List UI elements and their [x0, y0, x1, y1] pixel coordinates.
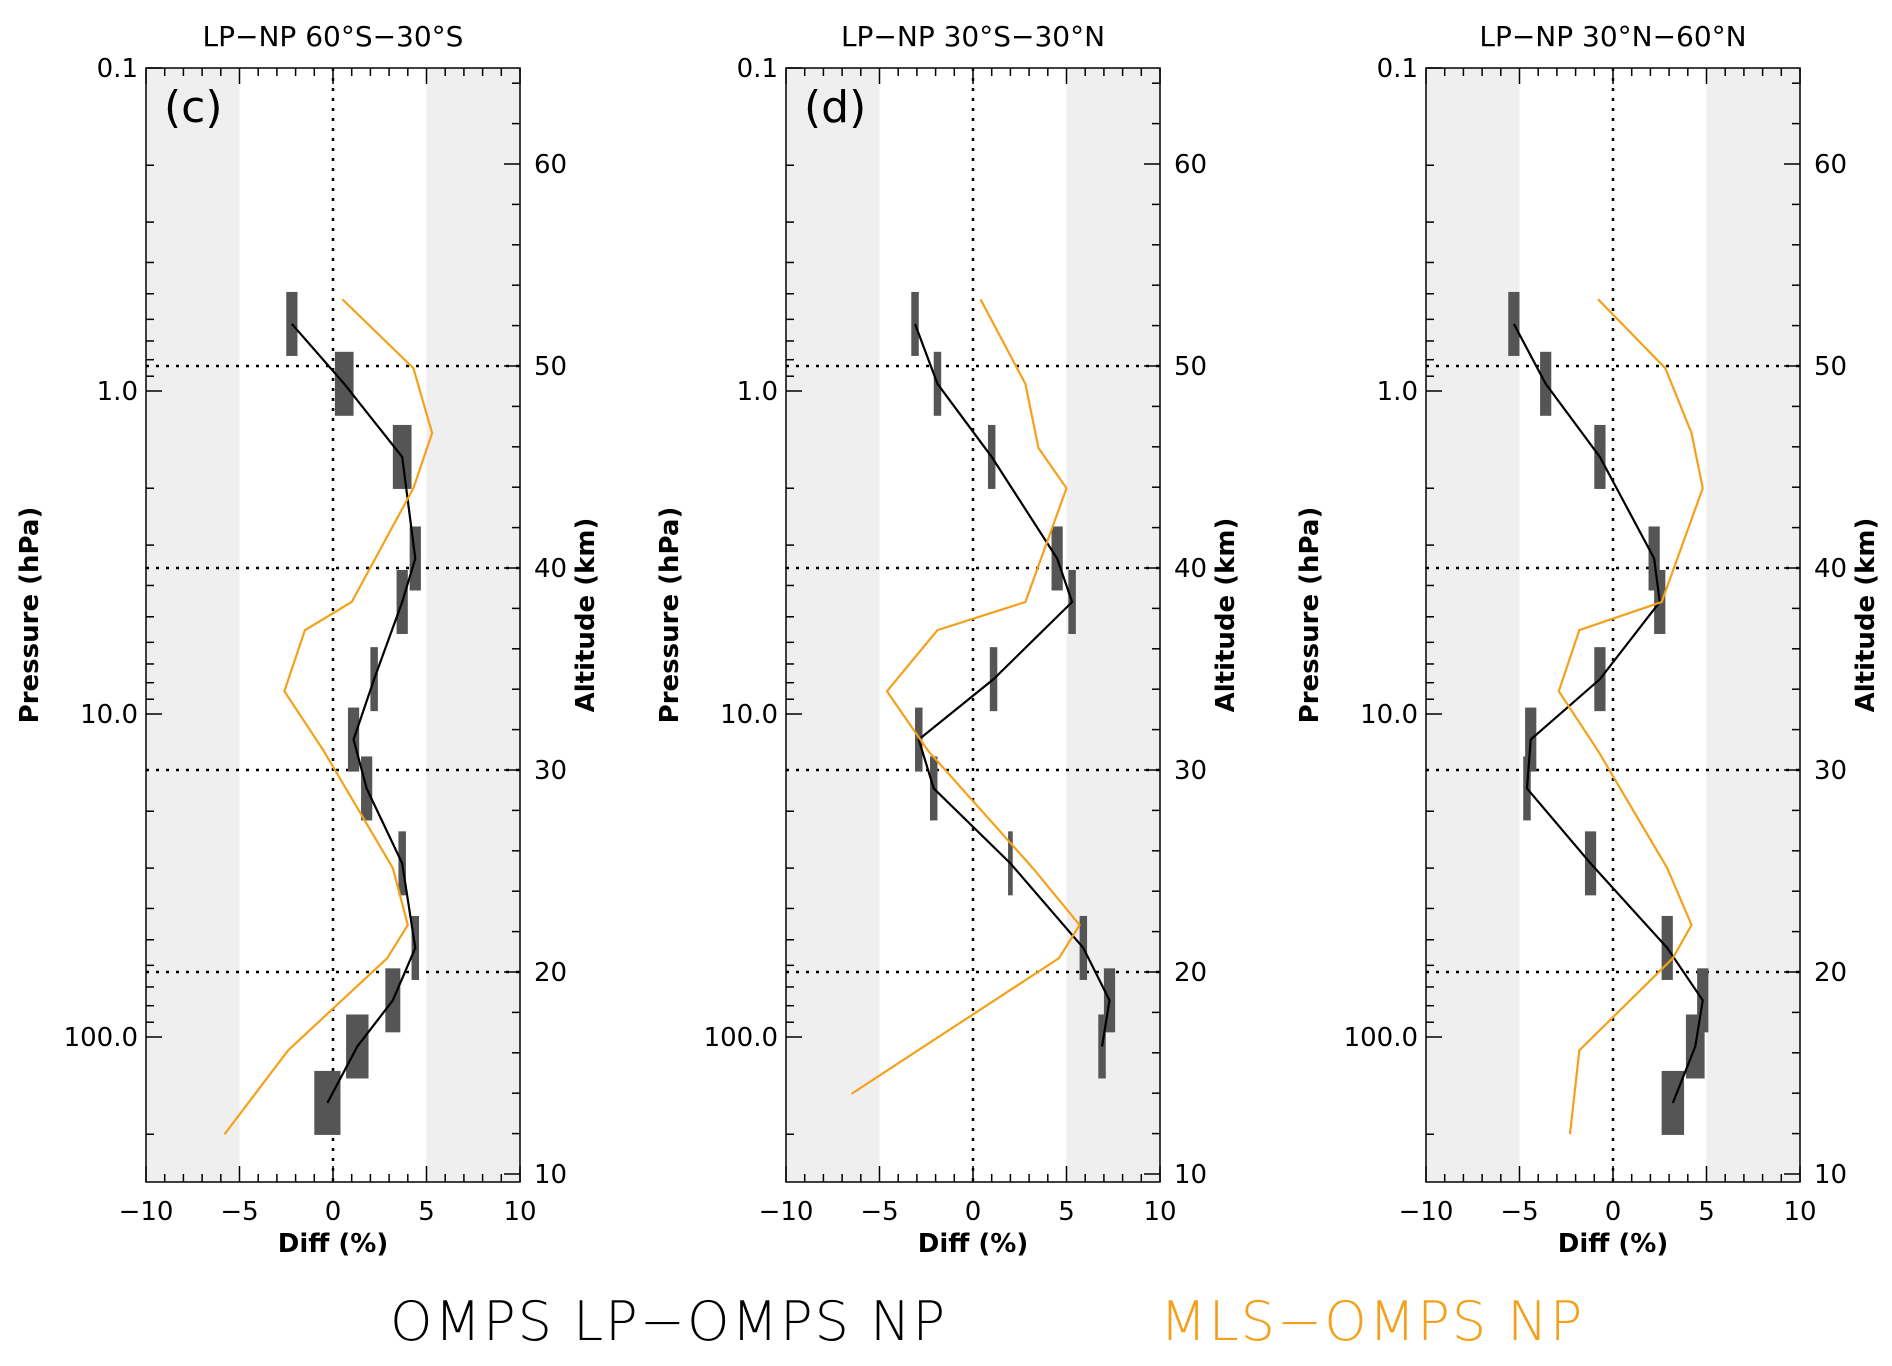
- x-tick-label: 5: [1698, 1197, 1715, 1227]
- x-tick-label: 5: [418, 1197, 435, 1227]
- y-axis-label: Pressure (hPa): [655, 507, 685, 724]
- y2-tick-label: 20: [1814, 958, 1847, 988]
- y-tick-label: 100.0: [704, 1023, 778, 1053]
- panel-title: LP−NP 30°S−30°N: [841, 20, 1105, 53]
- y-tick-label: 10.0: [720, 700, 778, 730]
- y2-tick-label: 50: [1814, 352, 1847, 382]
- y2-tick-label: 50: [1174, 352, 1207, 382]
- shade-left: [1426, 68, 1520, 1182]
- x-tick-label: 0: [1605, 1197, 1622, 1227]
- y2-tick-label: 60: [534, 150, 567, 180]
- x-axis-label: Diff (%): [918, 1229, 1028, 1259]
- y-axis-label: Pressure (hPa): [1295, 507, 1325, 724]
- y2-axis-label: Altitude (km): [571, 518, 601, 713]
- y-tick-label: 1.0: [737, 377, 778, 407]
- shade-right: [426, 68, 520, 1182]
- x-tick-label: −10: [759, 1197, 814, 1227]
- x-tick-label: −5: [1500, 1197, 1538, 1227]
- panel-2: −10 −5 0 5 10 0.1 1.0 10.0 100.0 10 20 30 40 50 60 LP−N…: [655, 20, 1241, 1259]
- y2-tick-label: 30: [1174, 756, 1207, 786]
- legend-mls-np: MLS−OMPS NP: [1160, 1290, 1585, 1353]
- y2-tick-label: 30: [534, 756, 567, 786]
- legend-omps-lp-np: OMPS LP−OMPS NP: [390, 1290, 948, 1353]
- x-tick-label: 10: [503, 1197, 536, 1227]
- y2-tick-label: 30: [1814, 756, 1847, 786]
- panel-3: −10 −5 0 5 10 0.1 1.0 10.0 100.0 10 20 30 40 50 60 LP−N…: [1295, 20, 1881, 1259]
- y2-axis-label: Altitude (km): [1211, 518, 1241, 713]
- x-tick-label: 10: [1143, 1197, 1176, 1227]
- shade-left: [146, 68, 240, 1182]
- series-mls-np-line: [850, 298, 1081, 1095]
- y2-tick-label: 40: [1814, 554, 1847, 584]
- panel-title: LP−NP 30°N−60°N: [1479, 20, 1746, 53]
- y2-tick-label: 10: [1814, 1160, 1847, 1190]
- x-tick-label: −5: [220, 1197, 258, 1227]
- shade-left: [786, 68, 880, 1182]
- x-tick-label: −5: [860, 1197, 898, 1227]
- series-lp-np-line: [1512, 323, 1704, 1104]
- y-axis-label: Pressure (hPa): [15, 507, 45, 724]
- y2-tick-label: 60: [1814, 150, 1847, 180]
- y-tick-label: 10.0: [1360, 700, 1418, 730]
- x-tick-label: −10: [119, 1197, 174, 1227]
- y2-tick-label: 60: [1174, 150, 1207, 180]
- y2-tick-label: 10: [534, 1160, 567, 1190]
- x-axis-label: Diff (%): [278, 1229, 388, 1259]
- x-tick-label: 10: [1783, 1197, 1816, 1227]
- y2-axis-label: Altitude (km): [1851, 518, 1881, 713]
- shade-right: [1706, 68, 1800, 1182]
- y-tick-label: 10.0: [80, 700, 138, 730]
- series-mls-np-line: [223, 298, 434, 1135]
- y-tick-label: 1.0: [97, 377, 138, 407]
- error-box: [314, 1070, 341, 1135]
- panel-1: −10 −5 0 5 10 0.1 1.0 10.0 100.0 10 20 30 40 50 60 LP−N…: [15, 20, 601, 1259]
- y2-tick-label: 20: [1174, 958, 1207, 988]
- y-tick-label: 0.1: [1377, 54, 1418, 84]
- y2-tick-label: 10: [1174, 1160, 1207, 1190]
- y2-tick-label: 40: [534, 554, 567, 584]
- series-mls-np-line: [1557, 298, 1704, 1135]
- panel-label: (d): [804, 82, 866, 133]
- y2-tick-label: 40: [1174, 554, 1207, 584]
- y-tick-label: 100.0: [64, 1023, 138, 1053]
- y-tick-label: 0.1: [737, 54, 778, 84]
- y2-tick-label: 20: [534, 958, 567, 988]
- x-axis-label: Diff (%): [1558, 1229, 1668, 1259]
- series-lp-np-line: [914, 323, 1111, 1047]
- x-tick-label: 0: [325, 1197, 342, 1227]
- x-tick-label: 0: [965, 1197, 982, 1227]
- error-box: [911, 291, 919, 356]
- y-tick-label: 100.0: [1344, 1023, 1418, 1053]
- series-lp-np-line: [291, 323, 417, 1104]
- panel-label: (c): [164, 82, 223, 133]
- y-tick-label: 1.0: [1377, 377, 1418, 407]
- y2-tick-label: 50: [534, 352, 567, 382]
- x-tick-label: 5: [1058, 1197, 1075, 1227]
- y-tick-label: 0.1: [97, 54, 138, 84]
- panel-title: LP−NP 60°S−30°S: [203, 20, 464, 53]
- x-tick-label: −10: [1399, 1197, 1454, 1227]
